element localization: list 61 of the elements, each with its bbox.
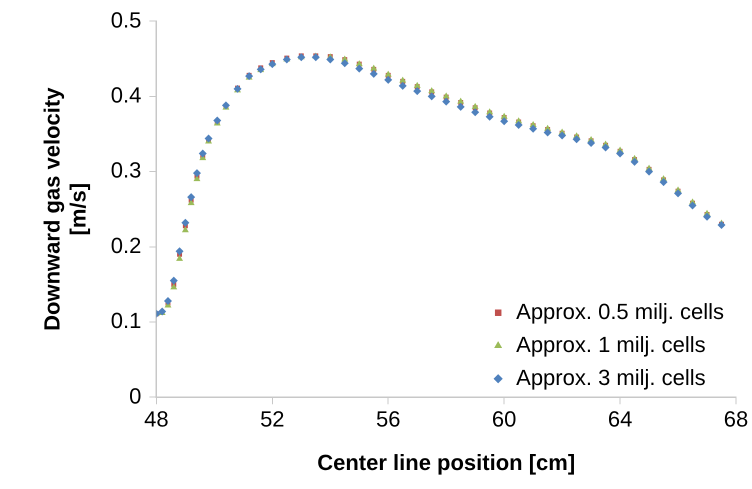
x-tick-label: 52	[260, 406, 285, 432]
point	[204, 134, 213, 143]
point	[384, 76, 392, 84]
point	[222, 101, 230, 110]
point	[674, 189, 682, 198]
point	[587, 139, 596, 148]
point	[428, 92, 436, 100]
point	[187, 193, 196, 202]
x-tick-label: 68	[724, 406, 748, 432]
point	[182, 226, 189, 232]
y-tick-label: 0	[129, 383, 142, 408]
legend-label: Approx. 0.5 milj. cells	[516, 298, 724, 324]
point	[198, 150, 207, 158]
point	[630, 158, 639, 166]
y-tick-label: 0.2	[110, 232, 142, 258]
point	[340, 59, 349, 68]
point	[355, 64, 364, 73]
y-tick-label: 0.3	[110, 158, 142, 183]
point	[500, 117, 508, 126]
point	[616, 150, 624, 158]
point	[312, 53, 320, 62]
point	[442, 98, 450, 106]
point	[456, 102, 465, 111]
point	[170, 276, 178, 285]
point	[170, 283, 178, 290]
point	[164, 296, 172, 305]
point	[645, 168, 654, 176]
y-tick-label: 0.1	[110, 308, 142, 334]
point	[688, 201, 697, 210]
legend-label: Approx. 3 milj. cells	[516, 364, 706, 390]
x-tick-label: 48	[144, 406, 169, 432]
point	[213, 116, 222, 124]
point	[414, 82, 421, 88]
point	[192, 169, 201, 178]
point	[176, 254, 184, 261]
x-axis-title: Center line position [cm]	[317, 450, 576, 475]
point	[176, 247, 184, 256]
point	[442, 92, 450, 98]
y-axis-title: Downward gas velocity [m/s]	[39, 86, 91, 331]
point	[370, 70, 378, 78]
point	[544, 128, 552, 136]
point	[529, 124, 538, 133]
point	[398, 82, 407, 90]
point	[486, 112, 494, 121]
point	[181, 218, 190, 227]
point	[703, 212, 712, 221]
point	[602, 144, 610, 152]
y-tick-label: 0.4	[110, 82, 142, 108]
point	[413, 87, 422, 96]
y-tick-label: 0.5	[110, 7, 142, 32]
point	[558, 132, 566, 140]
point	[471, 108, 480, 116]
legend-label: Approx. 1 milj. cells	[516, 332, 706, 357]
point	[326, 56, 334, 64]
point	[572, 135, 581, 144]
x-tick-label: 60	[492, 406, 516, 432]
point	[472, 102, 479, 109]
point	[514, 120, 523, 129]
x-tick-label: 64	[608, 406, 632, 432]
x-tick-label: 56	[376, 406, 400, 432]
point	[660, 178, 668, 186]
